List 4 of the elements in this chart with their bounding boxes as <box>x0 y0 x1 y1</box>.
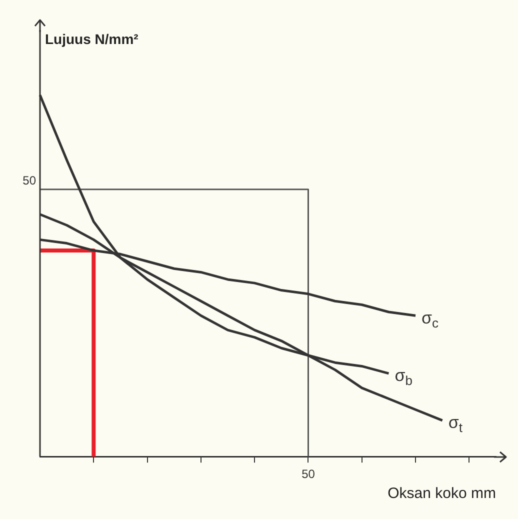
y-axis-title: Lujuus N/mm² <box>45 31 139 47</box>
x-axis-title: Oksan koko mm <box>388 485 496 502</box>
text: 50 <box>22 174 36 188</box>
text: 50 <box>302 466 316 481</box>
